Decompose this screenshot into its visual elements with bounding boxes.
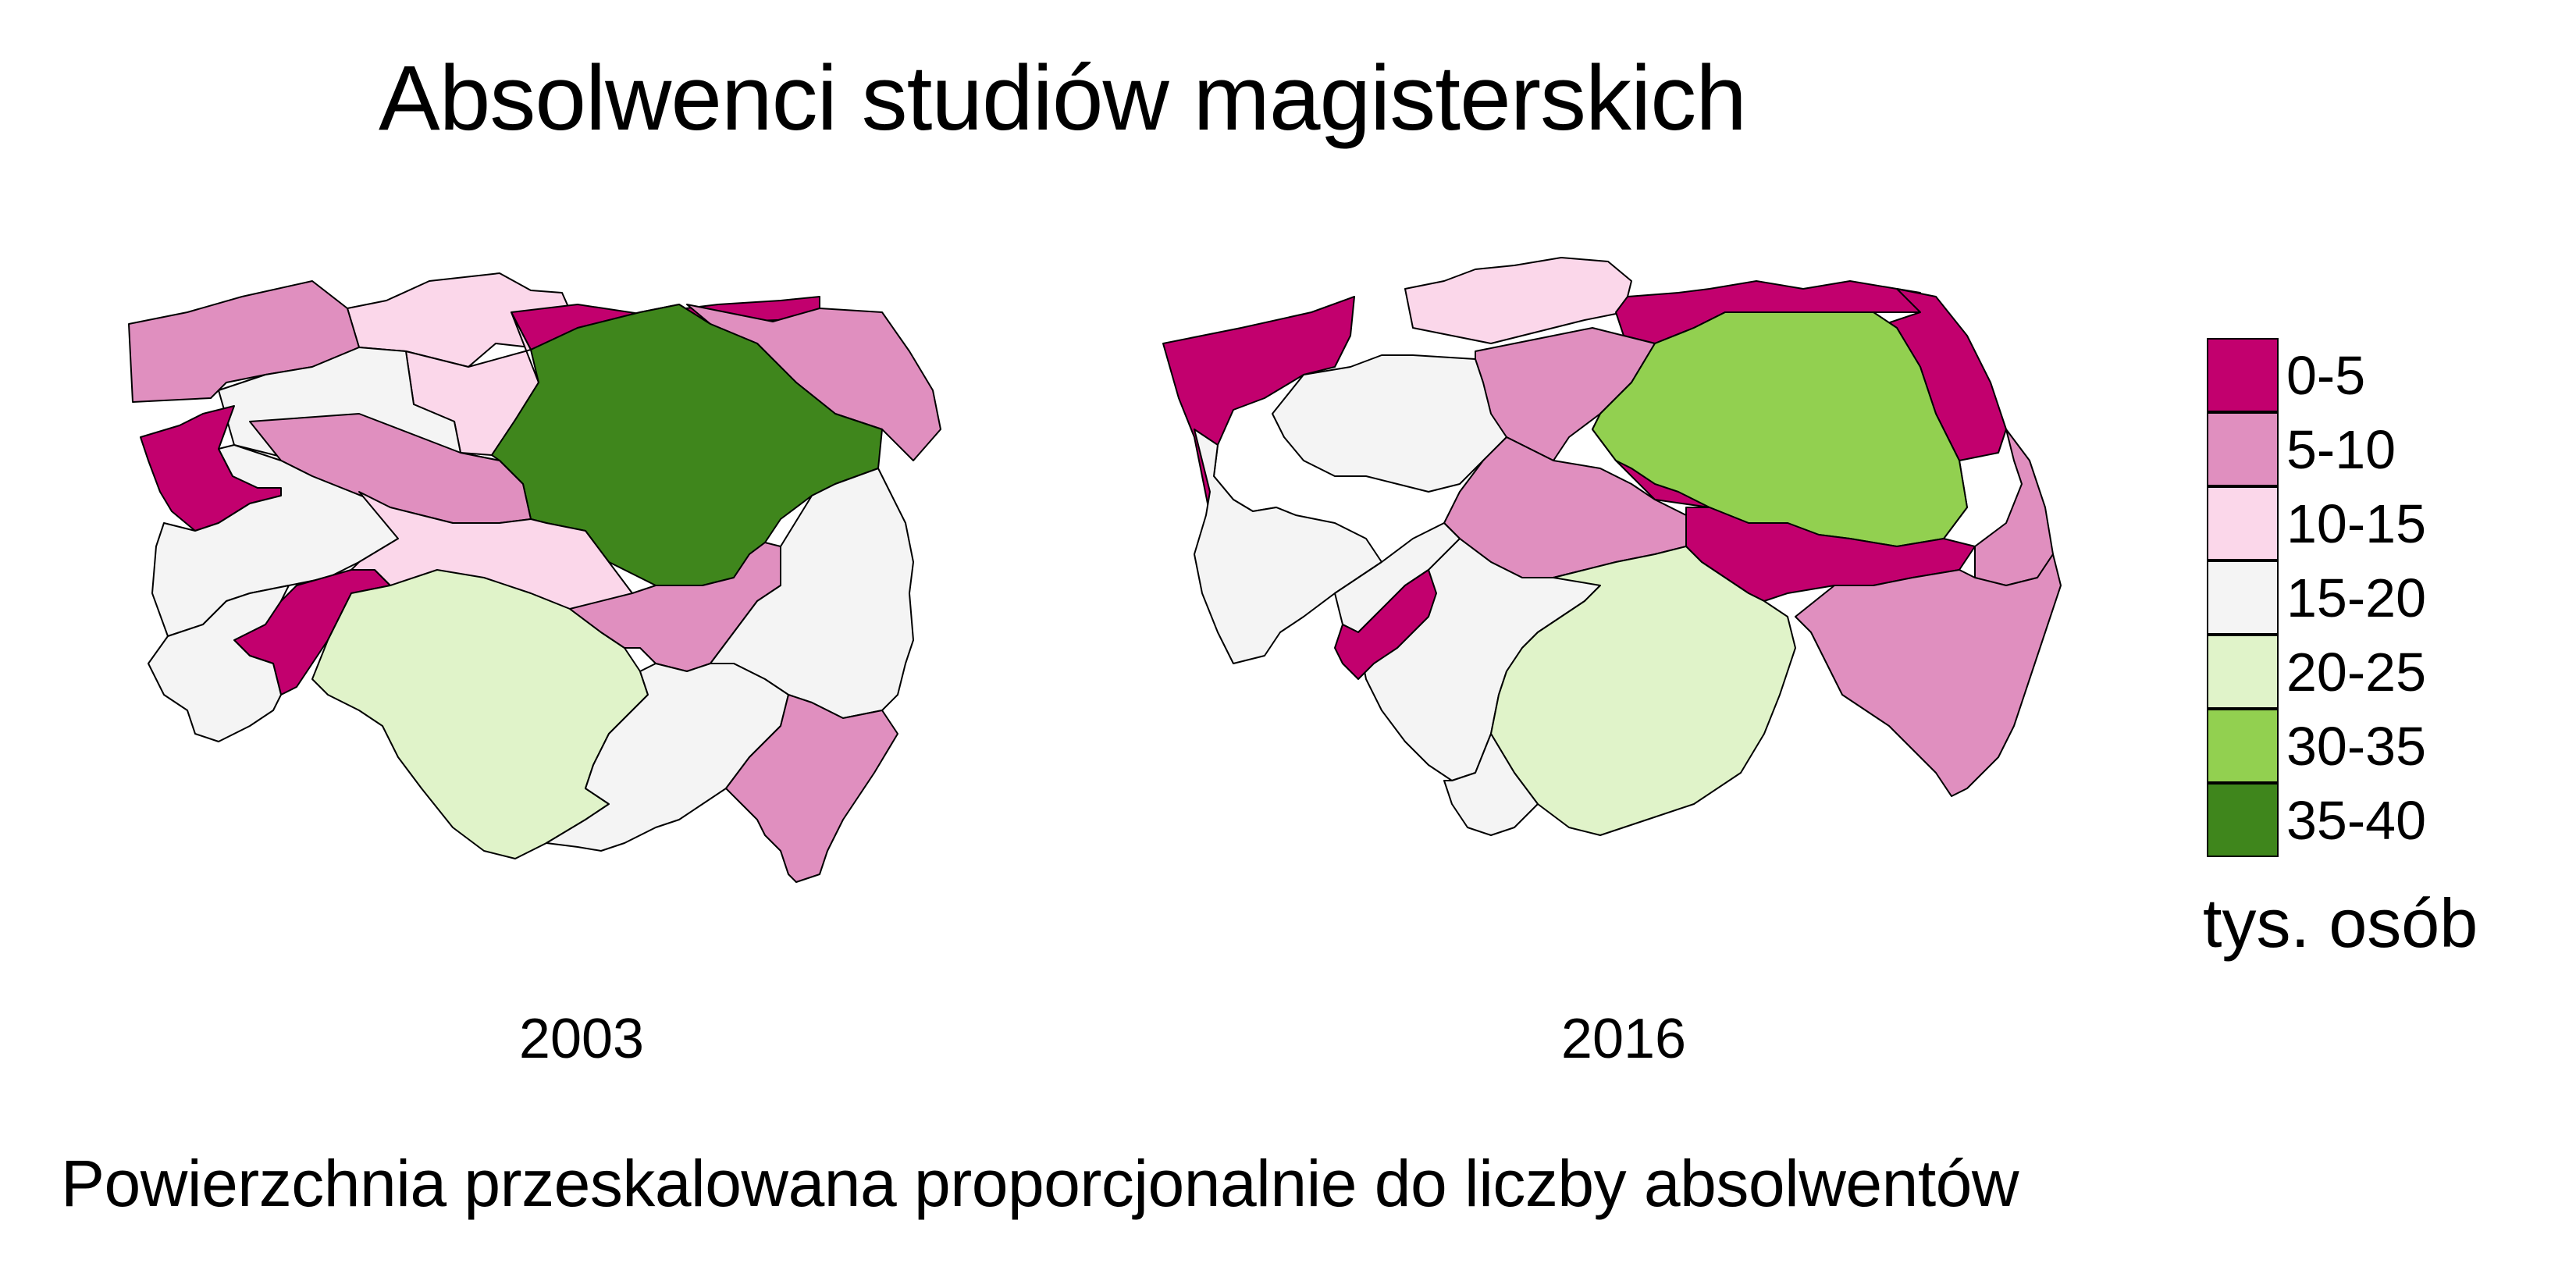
legend-swatch	[2207, 783, 2279, 857]
voivodeship-region	[1592, 311, 1968, 547]
legend-swatch	[2207, 486, 2279, 560]
voivodeship-region	[1795, 553, 2062, 797]
voivodeship-region	[1334, 569, 1437, 680]
chart-title: Absolwenci studiów magisterskich	[379, 47, 1747, 150]
legend-swatch	[2207, 560, 2279, 635]
subtitle: Powierzchnia przeskalowana proporcjonaln…	[61, 1147, 2019, 1220]
legend-unit-label: tys. osób	[2203, 884, 2478, 962]
voivodeship-region	[1490, 546, 1796, 836]
voivodeship-region	[1443, 733, 1539, 836]
legend-label: 5-10	[2286, 419, 2396, 480]
legend-label: 15-20	[2286, 568, 2427, 628]
legend-swatch	[2207, 412, 2279, 486]
map-2016	[1147, 226, 2115, 952]
legend-label: 30-35	[2286, 716, 2427, 777]
legend-label: 10-15	[2286, 493, 2427, 554]
legend-swatch	[2207, 635, 2279, 709]
voivodeship-region	[725, 694, 898, 883]
voivodeship-region	[1272, 354, 1507, 493]
map-2003-svg	[128, 272, 941, 883]
voivodeship-region	[148, 585, 290, 742]
map-2003	[94, 226, 1062, 952]
year-label-2003: 2003	[518, 1008, 645, 1070]
voivodeship-region	[546, 663, 789, 852]
legend-swatch	[2207, 338, 2279, 412]
year-label-2016: 2016	[1560, 1008, 1687, 1070]
legend-label: 0-5	[2286, 345, 2366, 406]
map-2016-svg	[1162, 257, 2062, 836]
legend-label: 20-25	[2286, 642, 2427, 703]
legend-swatch	[2207, 709, 2279, 783]
legend-label: 35-40	[2286, 790, 2427, 851]
